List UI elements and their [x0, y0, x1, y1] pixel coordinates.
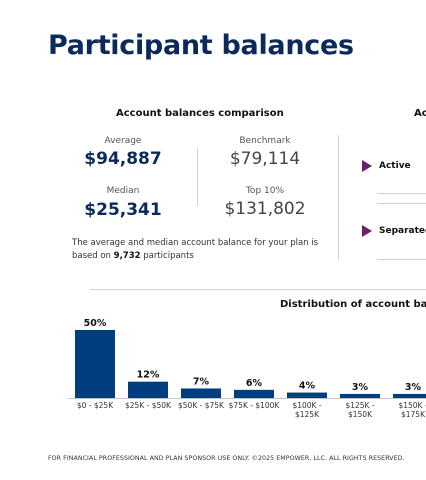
- x-tick-label-4: $100K -$125K: [292, 401, 321, 419]
- chart-title: Distribution of account balan: [280, 299, 426, 310]
- status-divider: [377, 203, 426, 204]
- bar-1: [128, 381, 168, 398]
- metrics-divider: [197, 148, 198, 206]
- median-label: Median: [106, 186, 140, 196]
- x-tick-label-2: $50K - $75K: [178, 401, 225, 410]
- x-tick-label-1: $25K - $50K: [125, 401, 172, 410]
- status-panel-title: Ac: [414, 108, 426, 119]
- median-value: $25,341: [84, 200, 162, 220]
- chart-top-divider: [90, 289, 426, 290]
- x-tick-label-3: $75K - $100K: [229, 401, 281, 410]
- status-item-separated: Separated: [362, 223, 426, 239]
- x-tick-label-0: $0 - $25K: [77, 401, 114, 410]
- bar-value-label-1: 12%: [137, 370, 160, 381]
- x-tick-label-6: $150K -$175K: [398, 401, 426, 419]
- footer-disclaimer: FOR FINANCIAL PROFESSIONAL AND PLAN SPON…: [48, 455, 405, 462]
- bar-5: [340, 393, 380, 398]
- status-label-separated: Separated: [379, 226, 426, 236]
- status-divider: [377, 259, 426, 260]
- bar-value-label-3: 6%: [246, 378, 263, 389]
- bar-3: [234, 389, 274, 398]
- participant-count: 9,732: [113, 251, 141, 261]
- bar-value-label-2: 7%: [193, 376, 210, 387]
- bar-0: [75, 330, 115, 398]
- top10-value: $131,802: [224, 199, 306, 219]
- comparison-title: Account balances comparison: [116, 108, 284, 119]
- status-label-active: Active: [379, 161, 411, 171]
- chevron-right-icon: [362, 160, 374, 172]
- top10-label: Top 10%: [245, 186, 285, 196]
- x-tick-label-5: $125K -$150K: [345, 401, 374, 419]
- bar-value-label-6: 3%: [405, 382, 422, 393]
- bar-value-label-5: 3%: [352, 382, 369, 393]
- chevron-right-icon: [362, 225, 374, 237]
- bar-6: [393, 393, 426, 398]
- status-item-active: Active: [362, 158, 411, 174]
- bar-2: [181, 388, 221, 398]
- average-value: $94,887: [84, 149, 162, 169]
- bar-4: [287, 392, 327, 398]
- bar-value-label-4: 4%: [299, 381, 316, 392]
- bar-value-label-0: 50%: [84, 318, 107, 329]
- status-divider: [377, 193, 426, 194]
- benchmark-value: $79,114: [229, 149, 301, 169]
- benchmark-label: Benchmark: [239, 136, 291, 146]
- section-divider: [338, 135, 339, 260]
- average-label: Average: [104, 136, 142, 146]
- page-title: Participant balances: [48, 30, 354, 61]
- balance-summary: The average and median account balance f…: [72, 238, 319, 261]
- distribution-chart: 50% $0 - $25K 12% $25K - $50K 7% $50K - $75K 6…: [68, 318, 426, 419]
